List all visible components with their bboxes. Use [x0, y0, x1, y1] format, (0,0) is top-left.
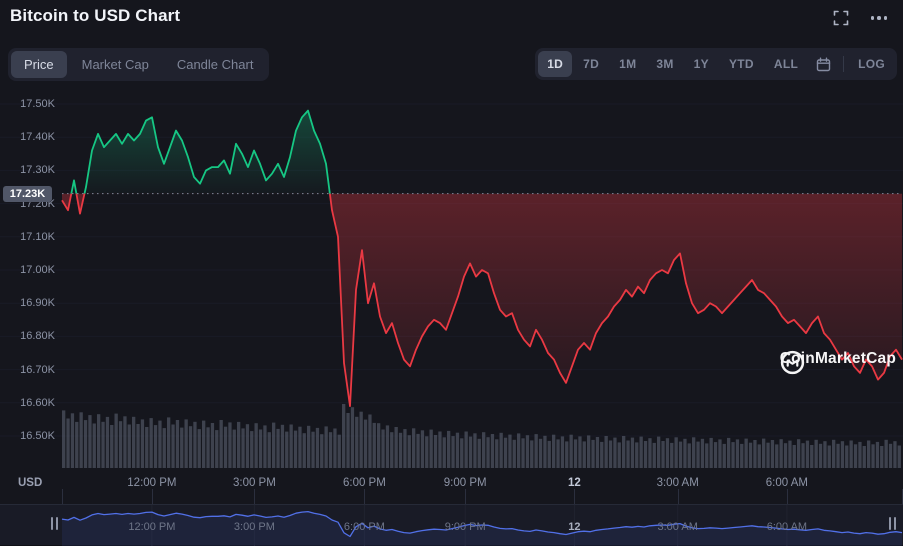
- fullscreen-button[interactable]: [831, 8, 851, 31]
- axis-tick-mark: [62, 489, 63, 504]
- price-chart: 17.50K 17.40K 17.30K 17.20K 17.10K 17.00K 16.9…: [0, 92, 903, 472]
- navigator-time-label: 3:00 PM: [233, 521, 275, 533]
- range-button-ytd[interactable]: YTD: [720, 51, 763, 77]
- usd-label: USD: [18, 477, 43, 489]
- y-axis-label: 17.30K: [20, 164, 55, 177]
- navigator-time-label: 9:00 PM: [444, 521, 486, 533]
- price-chart-svg[interactable]: [0, 92, 903, 472]
- chart-header: Bitcoin to USD Chart: [0, 0, 903, 36]
- chart-navigator[interactable]: 12:00 PM 3:00 PM 6:00 PM 9:00 PM 12 3:00 AM 6:…: [0, 504, 903, 546]
- y-axis-label: 16.60K: [20, 396, 55, 409]
- range-button-1m[interactable]: 1M: [610, 51, 645, 77]
- watermark-text: CoinMarketCap: [779, 350, 896, 367]
- log-scale-button[interactable]: LOG: [849, 51, 894, 77]
- x-axis: USD 12:00 PM 3:00 PM 6:00 PM 9:00 PM 12 3:00 …: [0, 472, 903, 504]
- y-axis-label: 16.90K: [20, 297, 55, 310]
- axis-tick-mark: [254, 489, 256, 504]
- x-axis-label: 9:00 PM: [443, 477, 487, 489]
- view-button-market-cap[interactable]: Market Cap: [69, 51, 162, 78]
- y-axis-label: 17.10K: [20, 230, 55, 243]
- view-button-candle-chart[interactable]: Candle Chart: [164, 51, 267, 78]
- y-axis-label: 16.80K: [20, 330, 55, 343]
- range-buttons: 1D 7D 1M 3M 1Y YTD ALL: [538, 51, 807, 77]
- axis-tick-mark: [677, 489, 679, 504]
- navigator-time-label: 12: [568, 521, 581, 533]
- x-axis-label: 6:00 PM: [342, 477, 386, 489]
- calendar-button[interactable]: [809, 52, 838, 77]
- watermark: CoinMarketCap: [779, 350, 896, 375]
- x-axis-label: 12: [567, 477, 581, 489]
- toolbar-divider: [843, 56, 845, 72]
- navigator-left-handle[interactable]: [51, 517, 58, 530]
- current-price-badge: 17.23K: [3, 185, 52, 202]
- coinmarketcap-logo-icon: [780, 350, 804, 375]
- x-axis-label: 3:00 AM: [656, 477, 699, 489]
- range-button-1y[interactable]: 1Y: [685, 51, 718, 77]
- range-button-1d[interactable]: 1D: [538, 51, 573, 77]
- y-axis-label: 17.50K: [20, 98, 55, 110]
- navigator-time-label: 6:00 AM: [766, 521, 808, 533]
- navigator-right-handle[interactable]: [889, 517, 896, 530]
- range-group: 1D 7D 1M 3M 1Y YTD ALL LOG: [535, 48, 897, 80]
- axis-tick-mark: [364, 489, 366, 504]
- page-title: Bitcoin to USD Chart: [10, 6, 181, 25]
- range-button-3m[interactable]: 3M: [647, 51, 682, 77]
- more-options-button[interactable]: [869, 12, 890, 24]
- range-button-7d[interactable]: 7D: [574, 51, 608, 77]
- fullscreen-icon: [833, 10, 849, 26]
- x-axis-label: 3:00 PM: [232, 477, 276, 489]
- view-button-price[interactable]: Price: [11, 51, 67, 78]
- axis-tick-mark: [465, 489, 467, 504]
- more-options-icon: [870, 16, 887, 20]
- y-axis-label: 16.50K: [20, 430, 55, 442]
- x-axis-label: 6:00 AM: [765, 477, 808, 489]
- axis-tick-mark: [151, 489, 153, 504]
- navigator-time-label: 12:00 PM: [128, 521, 176, 533]
- y-axis-label: 17.40K: [20, 131, 55, 144]
- x-axis-label: 12:00 PM: [127, 477, 177, 489]
- axis-tick-mark: [786, 489, 788, 504]
- range-button-all[interactable]: ALL: [765, 51, 807, 77]
- view-toggle-group: Price Market Cap Candle Chart: [8, 48, 270, 81]
- navigator-time-label: 3:00 AM: [657, 521, 698, 533]
- y-axis-label: 16.70K: [20, 363, 55, 376]
- y-axis-label: 17.00K: [20, 264, 55, 276]
- navigator-svg[interactable]: [0, 505, 903, 546]
- calendar-icon: [816, 57, 831, 71]
- axis-tick-mark: [574, 489, 576, 504]
- navigator-time-label: 6:00 PM: [343, 521, 385, 533]
